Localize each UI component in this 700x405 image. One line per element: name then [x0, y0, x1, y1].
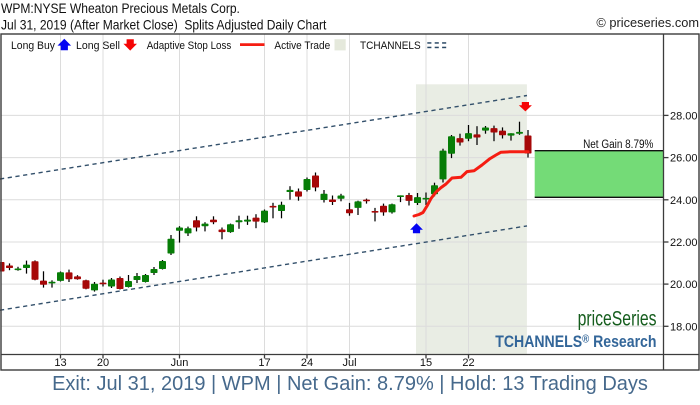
- svg-text:22.00: 22.00: [670, 237, 698, 249]
- svg-text:WPM:NYSE Wheaton Precious Meta: WPM:NYSE Wheaton Precious Metals Corp.: [1, 0, 240, 16]
- svg-text:© priceseries.com: © priceseries.com: [596, 15, 699, 30]
- svg-text:Jul: Jul: [342, 357, 356, 369]
- svg-text:Net Gain 8.79%: Net Gain 8.79%: [583, 138, 653, 151]
- svg-text:22: 22: [462, 357, 474, 369]
- svg-text:13: 13: [54, 357, 66, 369]
- svg-text:Long Buy: Long Buy: [11, 40, 56, 52]
- svg-text:18.00: 18.00: [670, 321, 698, 333]
- svg-text:Exit: Jul 31, 2019 | WPM | Net: Exit: Jul 31, 2019 | WPM | Net Gain: 8.7…: [52, 373, 648, 395]
- svg-text:20: 20: [97, 357, 109, 369]
- svg-text:26.00: 26.00: [670, 153, 698, 165]
- svg-text:17: 17: [258, 357, 270, 369]
- svg-text:Jun: Jun: [171, 357, 189, 369]
- svg-text:Long Sell: Long Sell: [76, 40, 120, 52]
- svg-text:Adaptive Stop Loss: Adaptive Stop Loss: [147, 41, 232, 53]
- svg-text:priceSeries: priceSeries: [578, 306, 657, 330]
- svg-text:24.00: 24.00: [670, 195, 698, 207]
- svg-text:TCHANNELS: TCHANNELS: [360, 40, 421, 53]
- svg-text:15: 15: [420, 357, 432, 369]
- svg-text:20.00: 20.00: [670, 279, 698, 291]
- svg-text:Active Trade: Active Trade: [274, 40, 330, 53]
- svg-text:24: 24: [301, 357, 313, 369]
- svg-text:28.00: 28.00: [670, 110, 698, 122]
- svg-text:Jul 31, 2019 (After Market Clo: Jul 31, 2019 (After Market Close) Splits…: [1, 17, 327, 33]
- svg-text:TCHANNELS® Research: TCHANNELS® Research: [495, 333, 656, 351]
